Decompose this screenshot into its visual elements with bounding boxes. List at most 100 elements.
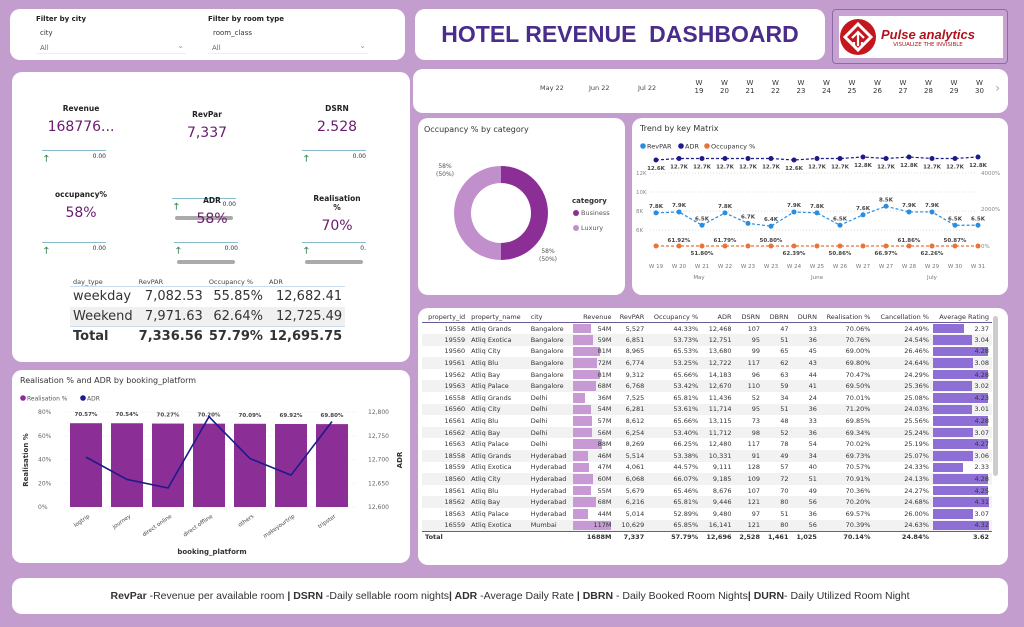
data-point[interactable] (837, 243, 843, 249)
data-point[interactable] (952, 222, 958, 228)
column-header[interactable]: ADR (265, 278, 346, 287)
column-header[interactable]: DBRN (762, 312, 792, 323)
data-point[interactable] (952, 156, 958, 161)
data-point[interactable] (768, 156, 774, 161)
data-point[interactable] (906, 209, 912, 215)
data-point[interactable] (745, 156, 751, 161)
data-point[interactable] (814, 210, 820, 216)
week-option[interactable]: W 30 (974, 79, 986, 95)
data-point[interactable] (975, 222, 981, 228)
week-option[interactable]: W 19 (693, 79, 705, 95)
column-header[interactable]: Average Rating (932, 312, 992, 323)
data-point[interactable] (745, 220, 751, 226)
month-option[interactable]: Jul 22 (638, 84, 657, 92)
table-row[interactable]: 19559 Atliq Exotica Bangalore 59M 6,851 53.73… (422, 334, 992, 346)
table-row[interactable]: 16560 Atliq City Delhi 54M 6,281 53.61% 11,714… (422, 403, 992, 416)
data-point[interactable] (722, 243, 728, 249)
data-point[interactable] (860, 243, 866, 249)
data-point[interactable] (975, 154, 981, 160)
month-option[interactable]: Jun 22 (589, 84, 610, 92)
data-point[interactable] (883, 243, 889, 249)
data-point[interactable] (791, 243, 797, 249)
data-point[interactable] (653, 210, 659, 216)
bar[interactable] (111, 423, 143, 507)
table-row[interactable]: 18560 Atliq City Hyderabad 60M 6,068 66.07% 9,… (422, 473, 992, 485)
data-point[interactable] (837, 222, 843, 228)
data-point[interactable] (906, 243, 912, 249)
column-header[interactable]: day_type (70, 278, 136, 287)
city-dropdown[interactable]: All ⌄ (36, 41, 186, 54)
week-option[interactable]: W 28 (923, 79, 935, 95)
data-point[interactable] (860, 154, 866, 160)
table-row[interactable]: 19562 Atliq Bay Bangalore 81M 9,312 65.66% 14,… (422, 369, 992, 381)
table-row[interactable]: 19563 Atliq Palace Bangalore 68M 6,768 53.42%… (422, 380, 992, 393)
data-point[interactable] (722, 156, 728, 161)
table-row[interactable]: 19558 Atliq Grands Bangalore 54M 5,527 44.33%… (422, 323, 992, 335)
data-point[interactable] (814, 156, 820, 161)
bar[interactable] (234, 423, 266, 507)
data-point[interactable] (975, 243, 981, 249)
slice-luxury[interactable] (454, 166, 501, 260)
bar[interactable] (193, 423, 225, 507)
data-point[interactable] (653, 243, 659, 249)
column-header[interactable]: city (527, 312, 573, 323)
column-header[interactable]: Realisation % (819, 312, 874, 323)
table-row[interactable]: 19561 Atliq Blu Bangalore 72M 6,774 53.25% 12,… (422, 357, 992, 369)
table-row[interactable]: 18561 Atliq Blu Hyderabad 55M 5,679 65.46% 8,6… (422, 485, 992, 497)
table-row[interactable]: 16562 Atliq Bay Delhi 56M 6,254 53.40% 11,712 9… (422, 426, 992, 439)
data-point[interactable] (837, 156, 843, 161)
column-header[interactable]: Occupancy % (647, 312, 702, 323)
data-point[interactable] (768, 243, 774, 249)
table-row[interactable]: 18559 Atliq Exotica Hyderabad 47M 4,061 44.57… (422, 462, 992, 474)
table-row[interactable]: 16558 Atliq Grands Delhi 36M 7,525 65.81% 11,4… (422, 392, 992, 404)
room-dropdown[interactable]: All ⌄ (208, 41, 368, 54)
data-point[interactable] (699, 243, 705, 249)
week-option[interactable]: W 26 (872, 79, 884, 95)
data-point[interactable] (676, 209, 682, 215)
data-point[interactable] (676, 156, 682, 161)
column-header[interactable]: property_id (422, 312, 469, 323)
week-option[interactable]: W 21 (744, 79, 756, 95)
chevron-right-icon[interactable]: › (995, 81, 1000, 95)
bar[interactable] (70, 423, 102, 507)
column-header[interactable]: Revenue (572, 312, 615, 323)
data-point[interactable] (768, 223, 774, 229)
week-option[interactable]: W 27 (897, 79, 909, 95)
table-row[interactable]: 18562 Atliq Bay Hyderabad 68M 6,216 65.81% 9,4… (422, 496, 992, 508)
table-row[interactable]: 16559 Atliq Exotica Mumbai 117M 10,629 65.85%… (422, 519, 992, 532)
column-header[interactable]: DSRN (734, 312, 763, 323)
table-row[interactable]: 16563 Atliq Palace Delhi 88M 8,269 66.25% 12,4… (422, 438, 992, 450)
data-point[interactable] (860, 212, 866, 218)
data-point[interactable] (929, 209, 935, 215)
slice-business[interactable] (501, 166, 548, 260)
column-header[interactable]: Occupancy % (205, 278, 266, 287)
data-point[interactable] (929, 243, 935, 249)
column-header[interactable]: Cancellation % (873, 312, 932, 323)
column-header[interactable]: RevPAR (614, 312, 648, 323)
data-point[interactable] (929, 156, 935, 161)
data-point[interactable] (699, 222, 705, 228)
table-row[interactable]: 16561 Atliq Blu Delhi 57M 8,612 65.66% 13,115 7… (422, 415, 992, 427)
data-point[interactable] (883, 156, 889, 161)
week-option[interactable]: W 24 (821, 79, 833, 95)
data-point[interactable] (952, 243, 958, 249)
column-header[interactable]: DURN (791, 312, 820, 323)
bar[interactable] (152, 423, 184, 507)
data-point[interactable] (906, 154, 912, 160)
week-option[interactable]: W 29 (948, 79, 960, 95)
data-point[interactable] (653, 157, 659, 163)
data-point[interactable] (699, 156, 705, 161)
data-point[interactable] (745, 243, 751, 249)
bar[interactable] (316, 424, 348, 507)
data-point[interactable] (883, 203, 889, 209)
bar[interactable] (275, 423, 307, 507)
data-point[interactable] (814, 243, 820, 249)
column-header[interactable]: RevPAR (135, 278, 206, 287)
week-option[interactable]: W 23 (795, 79, 807, 95)
data-point[interactable] (676, 243, 682, 249)
table-row[interactable]: 18563 Atliq Palace Hyderabad 44M 5,014 52.89%… (422, 508, 992, 520)
month-option[interactable]: May 22 (540, 84, 564, 92)
column-header[interactable]: ADR (701, 312, 735, 323)
table-row[interactable]: 19560 Atliq City Bangalore 81M 8,965 65.53% 13… (422, 346, 992, 358)
week-option[interactable]: W 25 (846, 79, 858, 95)
